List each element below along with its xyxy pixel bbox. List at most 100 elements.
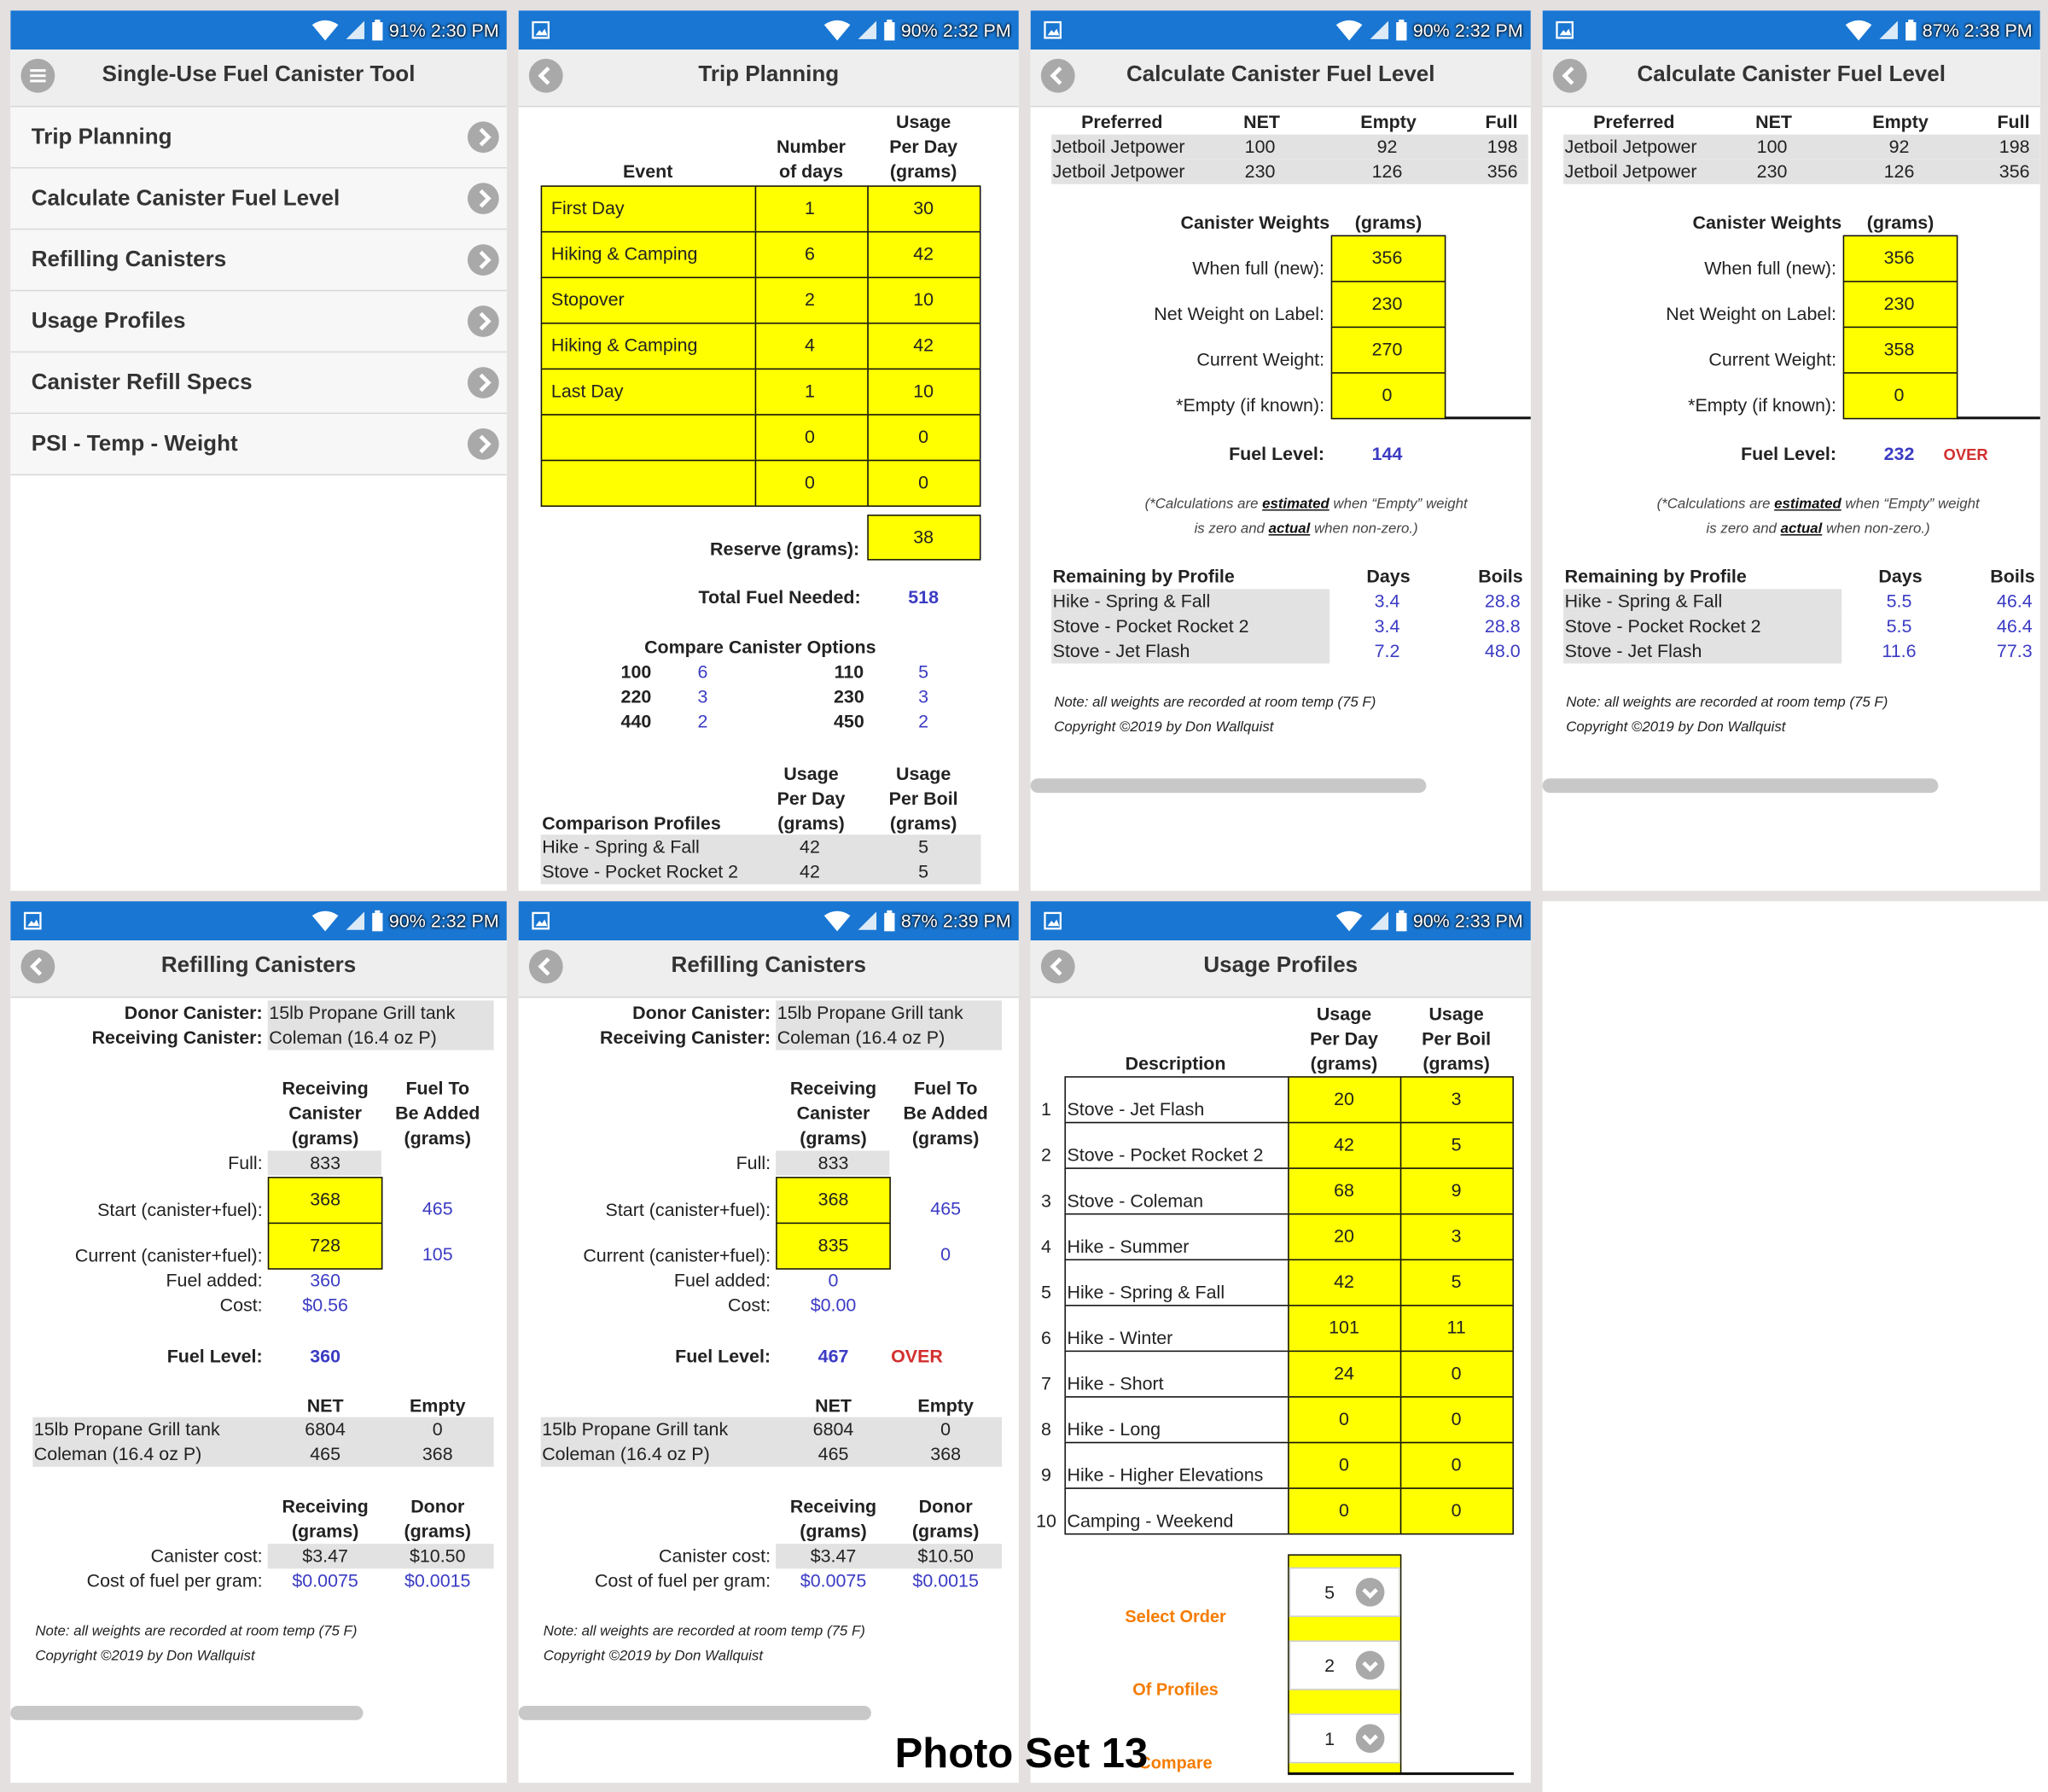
weight-value: 368 xyxy=(817,1188,849,1210)
menu-item[interactable] xyxy=(10,291,507,353)
canister-field[interactable] xyxy=(776,1000,1002,1026)
weight-input[interactable] xyxy=(1330,326,1446,374)
per-day-cell[interactable] xyxy=(1288,1076,1402,1124)
days-cell[interactable] xyxy=(754,276,869,324)
per-boil-value: 3 xyxy=(1451,1087,1462,1109)
status-bar xyxy=(10,10,507,50)
usage-cell[interactable] xyxy=(867,368,981,416)
header-bar xyxy=(518,49,1019,108)
back-button[interactable] xyxy=(1552,58,1587,93)
canister-field[interactable] xyxy=(267,1025,494,1050)
preferred-row xyxy=(1051,159,1528,184)
weight-value: 835 xyxy=(817,1234,849,1255)
menu-chevron[interactable] xyxy=(467,305,499,337)
fuel-label: Fuel Level: xyxy=(166,1345,263,1367)
per-day-cell[interactable] xyxy=(1288,1305,1402,1353)
menu-item[interactable] xyxy=(10,230,507,292)
weight-input[interactable] xyxy=(776,1177,891,1225)
header-bar xyxy=(518,940,1019,998)
weight-input[interactable] xyxy=(267,1177,383,1225)
canister-name: 15lb Propane Grill tank xyxy=(33,1418,220,1440)
event-name: Hiking & Camping xyxy=(550,242,698,265)
back-button[interactable] xyxy=(528,949,563,984)
full-label: Full: xyxy=(228,1151,263,1173)
note-text: actual xyxy=(1268,521,1311,538)
usage-cell[interactable] xyxy=(867,414,981,462)
description-cell xyxy=(1064,1350,1289,1398)
menu-chevron[interactable] xyxy=(467,244,499,276)
per-day-cell[interactable] xyxy=(1288,1396,1402,1444)
dropdown-arrow[interactable] xyxy=(1355,1577,1385,1607)
weight-label: Current (canister+fuel): xyxy=(74,1244,263,1266)
notification-icon xyxy=(1044,911,1062,930)
menu-chevron[interactable] xyxy=(467,428,499,460)
event-cell[interactable] xyxy=(540,276,757,324)
column-header: (grams) xyxy=(291,1126,359,1149)
canister-field[interactable] xyxy=(267,1000,494,1026)
dropdown-arrow[interactable] xyxy=(1355,1724,1385,1754)
per-day-cell[interactable] xyxy=(1288,1487,1402,1535)
dropdown-arrow[interactable] xyxy=(1355,1650,1385,1680)
notification-icon xyxy=(1044,20,1062,39)
profile-name: Stove - Coleman xyxy=(1067,1190,1204,1211)
menu-item[interactable] xyxy=(10,168,507,230)
weight-value: 230 xyxy=(1883,292,1915,314)
back-button[interactable] xyxy=(528,58,563,93)
weight-value: 356 xyxy=(1371,247,1403,268)
boils-value: 46.4 xyxy=(1996,590,2033,612)
weight-input[interactable] xyxy=(776,1222,891,1270)
column-header: Description xyxy=(1125,1052,1226,1074)
days-cell[interactable] xyxy=(754,323,869,370)
event-cell[interactable] xyxy=(540,414,757,462)
profile-name: Hike - Short xyxy=(1067,1372,1164,1394)
canister-field[interactable] xyxy=(776,1025,1002,1050)
weight-label: *Empty (if known): xyxy=(1176,394,1325,416)
screen-title: Usage Profiles xyxy=(1203,951,1359,977)
menu-button[interactable] xyxy=(20,58,55,93)
back-button[interactable] xyxy=(1040,949,1075,984)
menu-chevron[interactable] xyxy=(467,183,499,215)
event-cell[interactable] xyxy=(540,368,757,416)
back-button[interactable] xyxy=(20,949,55,984)
boils-value: 46.4 xyxy=(1996,614,2033,637)
weight-input[interactable] xyxy=(267,1222,383,1270)
phone-screen: 90% 2:32 PM Calculate Canister Fuel Level P… xyxy=(1030,10,1531,891)
event-cell[interactable] xyxy=(540,459,757,507)
per-boil-cell[interactable] xyxy=(1399,1167,1514,1215)
menu-chevron[interactable] xyxy=(467,367,499,399)
dropdown[interactable] xyxy=(1289,1640,1400,1690)
cost-label: Cost of fuel per gram: xyxy=(594,1569,771,1591)
canister-name: Jetboil Jetpower xyxy=(1052,160,1185,182)
event-cell[interactable] xyxy=(540,323,757,370)
usage-cell[interactable] xyxy=(867,459,981,507)
column-header: Per Day xyxy=(1310,1027,1378,1050)
back-button[interactable] xyxy=(1040,58,1075,93)
menu-item[interactable] xyxy=(10,414,507,476)
result-value: $0.56 xyxy=(302,1294,348,1316)
menu-chevron[interactable] xyxy=(467,121,499,154)
weight-input[interactable] xyxy=(1842,372,1958,420)
profile-name: Stove - Jet Flash xyxy=(1564,639,1702,661)
rule xyxy=(1444,416,1531,419)
per-boil-value: 0 xyxy=(1451,1362,1462,1383)
net-value: 230 xyxy=(1756,160,1788,182)
reserve-input[interactable] xyxy=(867,515,981,561)
full-field xyxy=(267,1150,381,1176)
menu-item[interactable] xyxy=(10,352,507,415)
per-day-cell[interactable] xyxy=(1288,1259,1402,1306)
days-cell[interactable] xyxy=(754,459,869,507)
weight-input[interactable] xyxy=(1842,326,1958,374)
weight-input[interactable] xyxy=(1330,372,1446,420)
per-boil-cell[interactable] xyxy=(1399,1487,1514,1535)
menu-item-label: Canister Refill Specs xyxy=(31,369,253,395)
full-value: 356 xyxy=(1487,160,1518,182)
days-cell[interactable] xyxy=(754,368,869,416)
preferred-row xyxy=(1563,134,2040,160)
empty-value: 92 xyxy=(1888,136,1910,157)
per-boil-cell[interactable] xyxy=(1399,1121,1514,1169)
menu-item[interactable] xyxy=(10,107,507,169)
row-number: 4 xyxy=(1041,1235,1051,1257)
weight-input[interactable] xyxy=(1330,235,1446,282)
field-label: Receiving Canister: xyxy=(599,1027,771,1048)
per-boil-cell[interactable] xyxy=(1399,1441,1514,1489)
